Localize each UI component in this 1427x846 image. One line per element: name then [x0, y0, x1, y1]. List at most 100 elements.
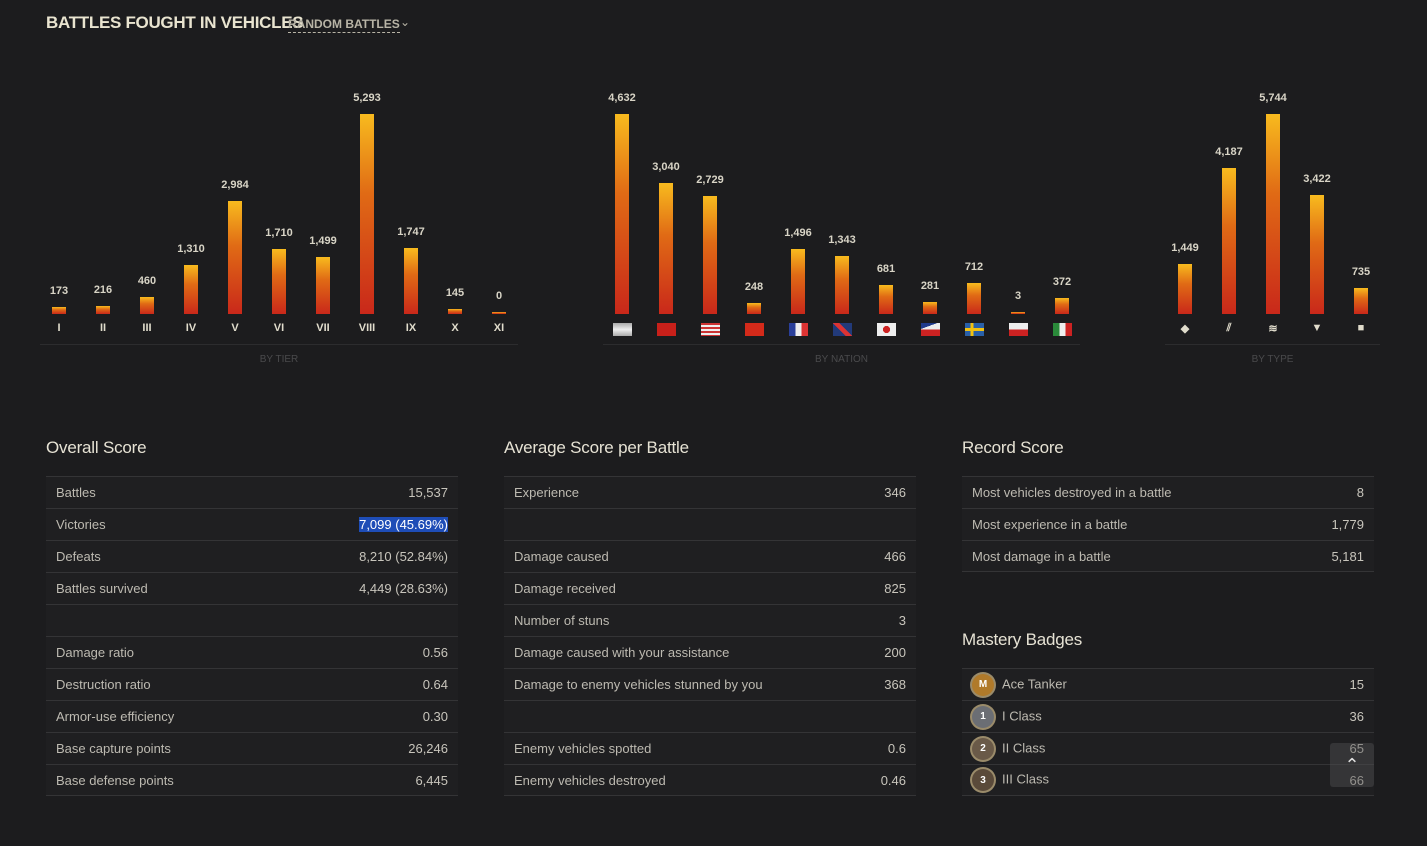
row-value: 0.64 — [422, 677, 448, 692]
bar — [923, 301, 937, 314]
row-label: Victories — [56, 517, 106, 532]
bar — [360, 114, 374, 314]
table-row: Most damage in a battle 5,181 — [962, 540, 1374, 572]
italy-flag-icon — [1053, 323, 1072, 336]
table-row: Defeats 8,210 (52.84%) — [46, 540, 458, 572]
table-row: Enemy vehicles spotted 0.6 — [504, 732, 916, 764]
record-score-section: Record Score Most vehicles destroyed in a… — [962, 438, 1374, 572]
bar-value-label: 3,040 — [652, 160, 680, 173]
tier-label: I — [57, 322, 61, 334]
row-label: Base capture points — [56, 741, 171, 756]
table-row: Damage to enemy vehicles stunned by you 3… — [504, 668, 916, 700]
row-value: 466 — [884, 549, 906, 564]
bar — [1011, 312, 1025, 314]
bar-value-label: 145 — [445, 286, 465, 299]
tier-label: V — [231, 322, 239, 334]
czech-flag-icon — [921, 323, 940, 336]
row-label: Damage caused with your assistance — [514, 645, 730, 660]
bar-value-label: 248 — [744, 281, 764, 294]
tier-label: VI — [273, 322, 285, 334]
bar-value-label: 1,449 — [1171, 241, 1199, 254]
row-value: 7,099 (45.69%) — [359, 517, 448, 532]
row-value: 200 — [884, 645, 906, 660]
row-label: Damage ratio — [56, 645, 135, 660]
bar-value-label: 5,293 — [353, 92, 381, 104]
row-label: Armor-use efficiency — [56, 709, 175, 724]
tier-label: III — [142, 322, 152, 334]
battle-mode-dropdown[interactable]: RANDOM BATTLES — [288, 17, 400, 33]
ussr-flag-icon — [657, 323, 676, 336]
table-row: Base defense points 6,445 — [46, 764, 458, 796]
section-title: Overall Score — [46, 438, 147, 457]
row-value: 0.56 — [422, 645, 448, 660]
chart-by-tier: BY TIER 173 I 216 II 460 III 1,310 IV 2,984 V 1,710… — [40, 80, 518, 370]
bar-value-label: 1,499 — [309, 235, 337, 248]
row-value: 15,537 — [408, 485, 448, 500]
light-tank-icon: ◆ — [1180, 323, 1190, 335]
table-row: Damage received 825 — [504, 572, 916, 604]
row-value: 26,246 — [408, 741, 448, 756]
tier-label: IV — [185, 322, 197, 334]
bar-value-label: 460 — [137, 274, 157, 287]
bar-value-label: 216 — [93, 283, 113, 296]
bar — [835, 256, 849, 314]
bar-value-label: 1,747 — [397, 225, 425, 238]
bar — [448, 308, 462, 314]
france-flag-icon — [789, 323, 808, 336]
row-value: 1,779 — [1331, 517, 1364, 532]
section-title: Record Score — [962, 438, 1064, 457]
chart-caption: BY TIER — [259, 354, 299, 365]
bar — [1055, 297, 1069, 314]
china-flag-icon — [745, 323, 764, 336]
row-label: Damage received — [514, 581, 616, 596]
tier-label: X — [451, 322, 459, 334]
bar — [316, 257, 330, 314]
bar-value-label: 2,984 — [221, 179, 249, 192]
tier-label: XI — [493, 322, 505, 334]
bar-value-label: 1,496 — [784, 227, 812, 240]
bar-value-label: 0 — [495, 290, 503, 302]
row-value: 346 — [884, 485, 906, 500]
row-value: 8,210 (52.84%) — [359, 549, 448, 564]
japan-flag-icon — [877, 323, 896, 336]
row-label: 2 II Class — [972, 737, 1045, 760]
bar — [228, 201, 242, 314]
tier-label: VII — [316, 322, 330, 334]
bar — [703, 196, 717, 314]
bar — [1178, 263, 1192, 314]
page-title: BATTLES FOUGHT IN VEHICLES — [46, 13, 304, 32]
table-row: Enemy vehicles destroyed 0.46 — [504, 764, 916, 796]
row-label: Destruction ratio — [56, 677, 151, 692]
chevron-down-icon[interactable]: ⌄ — [400, 15, 411, 29]
bar — [879, 284, 893, 314]
bar — [967, 283, 981, 314]
table-row: Damage caused with your assistance 200 — [504, 636, 916, 668]
mastery-badge-icon: 1 — [972, 705, 994, 728]
table-row — [504, 508, 916, 540]
germany-flag-icon — [613, 323, 632, 336]
bar — [615, 114, 629, 314]
mastery-badge-icon: M — [972, 673, 994, 696]
bar — [1354, 288, 1368, 314]
double-chevron-up-icon[interactable]: ⌃ — [1330, 743, 1374, 787]
row-label: Number of stuns — [514, 613, 610, 628]
row-label: Battles survived — [56, 581, 148, 596]
sweden-flag-icon — [965, 323, 984, 336]
row-label: Most vehicles destroyed in a battle — [972, 485, 1172, 500]
row-label: 3 III Class — [972, 769, 1049, 791]
row-value: 5,181 — [1331, 548, 1364, 564]
row-value: 3 — [898, 613, 906, 628]
bar-value-label: 712 — [964, 261, 984, 274]
bar — [747, 303, 761, 314]
row-label: Defeats — [56, 549, 101, 564]
table-row: Battles 15,537 — [46, 476, 458, 508]
row-value: 0.46 — [880, 772, 906, 788]
row-value: 368 — [884, 677, 906, 692]
bar — [52, 307, 66, 314]
tier-label: VIII — [358, 322, 376, 334]
row-label: Enemy vehicles spotted — [514, 741, 652, 756]
bar-value-label: 1,310 — [177, 242, 205, 255]
overall-score-section: Overall Score Battles 15,537 Victories 7,099… — [46, 438, 458, 796]
